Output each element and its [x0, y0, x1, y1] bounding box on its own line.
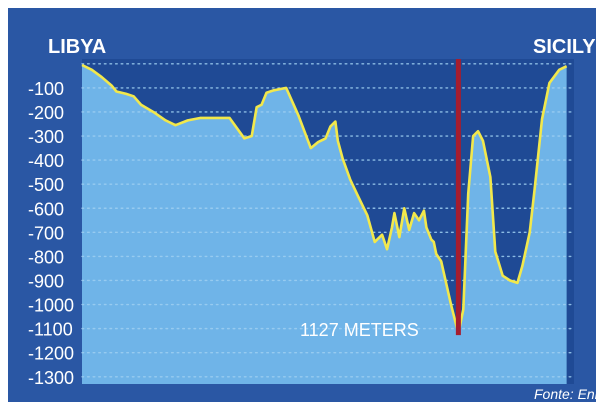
- y-tick-label: -1200: [28, 344, 74, 364]
- y-tick-label: -400: [28, 151, 64, 171]
- y-tick-label: -700: [28, 223, 64, 243]
- y-tick-label: -100: [28, 79, 64, 99]
- y-tick-label: -600: [28, 199, 64, 219]
- left-endpoint-label: LIBYA: [48, 36, 106, 58]
- y-tick-label: -800: [28, 247, 64, 267]
- y-tick-label: -300: [28, 127, 64, 147]
- source-credit: Fonte: Eni: [534, 386, 598, 402]
- y-tick-label: -900: [28, 271, 64, 291]
- y-tick-label: -1100: [28, 320, 73, 340]
- sea-floor-profile-line: [81, 63, 568, 335]
- y-axis-ticks: -100 -200 -300 -400 -500 -600 -700 -800 -900 -100…: [28, 79, 74, 388]
- profile-line-layer: [81, 63, 568, 335]
- y-tick-label: -1300: [28, 368, 74, 388]
- y-tick-label: -1000: [28, 296, 74, 316]
- y-tick-label: -200: [28, 103, 64, 123]
- right-endpoint-label: SICILY: [533, 36, 596, 58]
- max-depth-annotation: 1127 METERS: [300, 320, 419, 340]
- y-tick-label: -500: [28, 175, 64, 195]
- grid-dots: [81, 63, 575, 378]
